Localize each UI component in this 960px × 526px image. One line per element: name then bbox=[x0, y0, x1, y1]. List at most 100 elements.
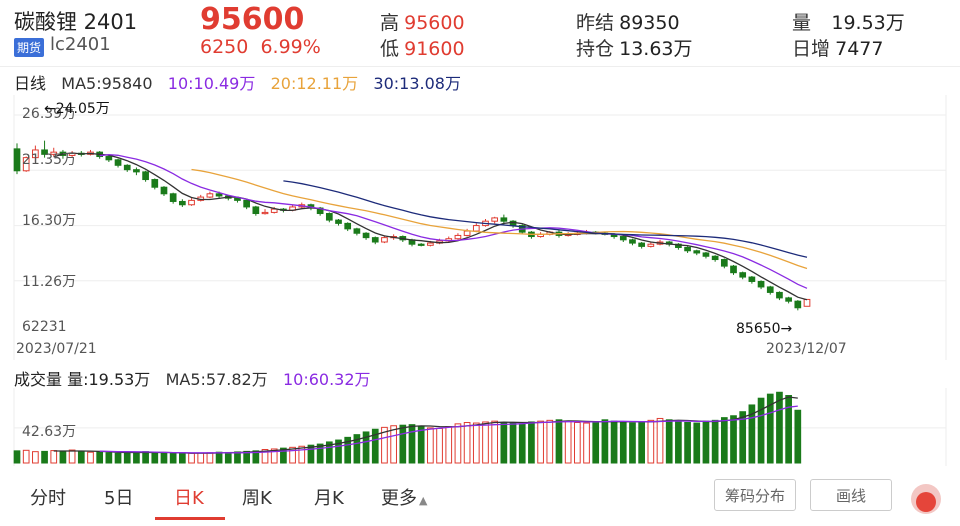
candle-body bbox=[794, 300, 802, 309]
candle-body bbox=[629, 239, 636, 244]
volume-current: 量:19.53万 bbox=[67, 370, 151, 389]
volume-bar bbox=[133, 451, 140, 464]
volume-ma-lines bbox=[53, 396, 798, 454]
kline-chart[interactable] bbox=[0, 95, 960, 360]
candle-body bbox=[417, 243, 425, 246]
ma20-label: 20:12.11万 bbox=[270, 74, 359, 93]
candle-body bbox=[362, 232, 370, 239]
prev-settle-value: 89350 bbox=[619, 12, 680, 34]
volume-bar bbox=[408, 424, 416, 464]
volume-bar bbox=[693, 422, 701, 464]
max-price-marker: ←24.05万 bbox=[44, 101, 110, 117]
volume-bar bbox=[720, 417, 728, 464]
volume-bar bbox=[335, 439, 342, 464]
change-percent: 6.99% bbox=[260, 36, 321, 58]
volume-bar bbox=[702, 420, 710, 464]
candle-body bbox=[472, 225, 480, 232]
tab-minute[interactable]: 分时 bbox=[30, 488, 66, 509]
candle-body bbox=[711, 255, 719, 261]
volume-bar bbox=[270, 448, 278, 464]
volume-bar bbox=[151, 452, 159, 464]
floating-ball-icon[interactable] bbox=[911, 484, 941, 514]
volume-bar bbox=[298, 445, 306, 464]
volume-ma10: 10:60.32万 bbox=[282, 370, 371, 389]
candle-body bbox=[169, 193, 177, 202]
volume-bar bbox=[684, 422, 691, 464]
candle-body bbox=[748, 276, 756, 282]
tab-monthly-k[interactable]: 月K bbox=[314, 488, 344, 509]
volume-bar bbox=[243, 450, 250, 464]
volume-bar bbox=[307, 444, 315, 464]
volume-bar bbox=[583, 422, 590, 464]
candle-body bbox=[335, 219, 342, 224]
candle-body bbox=[151, 179, 159, 188]
futures-badge: 期货 bbox=[14, 38, 45, 57]
high-stat: 高 95600 bbox=[380, 8, 465, 35]
candle-body bbox=[325, 213, 333, 221]
volume-legend: 成交量 量:19.53万 MA5:57.82万 10:60.32万 bbox=[14, 366, 371, 390]
volume-bar bbox=[280, 447, 287, 464]
volume-bar bbox=[32, 451, 39, 464]
daily-increase-value: 7477 bbox=[835, 38, 884, 60]
volume-bar bbox=[123, 451, 131, 464]
volume-label: 量 bbox=[792, 12, 812, 34]
candle-body bbox=[427, 242, 434, 246]
volume-bar bbox=[629, 422, 636, 464]
candle-body bbox=[252, 206, 260, 215]
volume-bar bbox=[344, 436, 352, 464]
kline-legend: 日线 MA5:95840 10:10.49万 20:12.11万 30:13.0… bbox=[14, 70, 461, 94]
tab-more-label: 更多 bbox=[381, 488, 417, 509]
candle-body bbox=[32, 149, 39, 159]
candle-body bbox=[647, 243, 655, 247]
candle-body bbox=[22, 157, 30, 172]
candle-body bbox=[684, 246, 691, 252]
floating-ball-core bbox=[916, 492, 936, 512]
volume-bar bbox=[261, 449, 269, 464]
volume-bar bbox=[656, 417, 664, 464]
candle-body bbox=[803, 298, 811, 307]
low-value: 91600 bbox=[404, 38, 465, 60]
volume-bar bbox=[619, 422, 627, 464]
volume-chart[interactable] bbox=[0, 388, 960, 466]
candle-body bbox=[270, 208, 278, 213]
volume-bar bbox=[160, 452, 168, 464]
last-price: 95600 bbox=[200, 2, 305, 37]
volume-bar bbox=[500, 422, 508, 464]
candle-body bbox=[188, 199, 195, 206]
min-price-marker: 85650→ bbox=[736, 321, 793, 337]
ma10-label: 10:10.49万 bbox=[167, 74, 256, 93]
volume-bar bbox=[59, 450, 67, 464]
volume-bar bbox=[638, 421, 645, 464]
volume-bar bbox=[13, 450, 21, 464]
low-stat: 低 91600 bbox=[380, 34, 465, 61]
low-label: 低 bbox=[380, 38, 400, 60]
candle-body bbox=[50, 151, 58, 155]
volume-bar bbox=[353, 434, 361, 464]
volume-bar bbox=[50, 450, 58, 464]
volume-value: 19.53万 bbox=[831, 12, 905, 34]
volume-bar bbox=[601, 419, 609, 464]
volume-bar bbox=[766, 393, 774, 464]
tab-more[interactable]: 更多 ▲ bbox=[381, 484, 427, 510]
volume-ma5: MA5:57.82万 bbox=[165, 370, 268, 389]
tab-weekly-k[interactable]: 周K bbox=[242, 488, 272, 509]
tab-daily-k[interactable]: 日K bbox=[174, 488, 204, 509]
contract-name: 碳酸锂 2401 bbox=[14, 10, 138, 34]
chip-distribution-button[interactable]: 筹码分布 bbox=[714, 479, 796, 511]
period-label: 日线 bbox=[14, 74, 47, 93]
date-end: 2023/12/07 bbox=[766, 341, 847, 357]
volume-bar bbox=[592, 421, 600, 464]
tab-5day[interactable]: 5日 bbox=[104, 488, 134, 509]
volume-bar bbox=[169, 452, 177, 464]
volume-y-label: 42.63万 bbox=[22, 424, 77, 440]
volume-bar bbox=[730, 415, 737, 464]
volume-bar bbox=[739, 411, 747, 464]
draw-line-button[interactable]: 画线 bbox=[810, 479, 892, 511]
ma10-line bbox=[99, 153, 808, 289]
candle-body bbox=[739, 272, 747, 278]
candle-body bbox=[381, 237, 388, 243]
y-label-1: 26.39万 bbox=[22, 106, 77, 122]
volume-bar bbox=[564, 420, 572, 464]
volume-bar bbox=[509, 422, 517, 464]
volume-bar bbox=[114, 452, 122, 464]
